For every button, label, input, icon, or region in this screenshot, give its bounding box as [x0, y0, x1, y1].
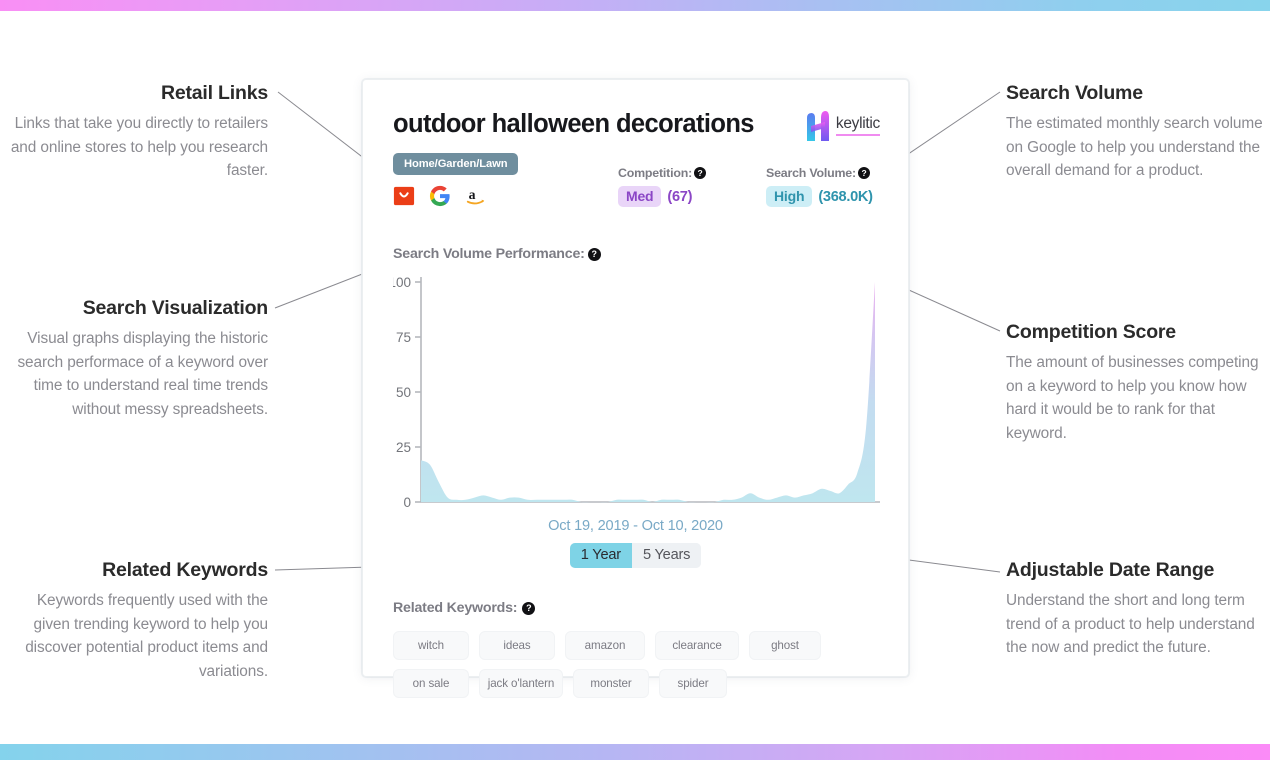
metric-search-volume: Search Volume: ? High (368.0K) — [766, 166, 873, 207]
annotation-search-visualization: Search Visualization Visual graphs displ… — [10, 297, 268, 421]
annotation-title: Competition Score — [1006, 321, 1176, 343]
related-keyword-chip[interactable]: witch — [393, 631, 469, 661]
annotation-body: Links that take you directly to retailer… — [10, 115, 268, 180]
annotation-body: Understand the short and long term trend… — [1006, 592, 1255, 657]
annotation-search-volume: Search Volume The estimated monthly sear… — [1006, 82, 1264, 183]
etsy-icon[interactable] — [393, 185, 415, 207]
chart-area-series — [421, 282, 875, 503]
annotation-title: Search Volume — [1006, 82, 1143, 104]
related-keyword-chip[interactable]: ghost — [749, 631, 821, 661]
annotation-title: Retail Links — [160, 82, 268, 104]
related-keyword-chip[interactable]: spider — [659, 669, 727, 699]
related-keywords-label-text: Related Keywords: — [393, 600, 518, 617]
chart-y-tick-label: 75 — [396, 330, 411, 345]
chart-y-tick-label: 100 — [393, 275, 411, 290]
metric-number: (67) — [667, 188, 693, 205]
help-icon[interactable]: ? — [857, 167, 870, 179]
chart-canvas: 0 25 50 75 100 — [393, 275, 880, 510]
help-icon[interactable]: ? — [587, 247, 601, 261]
google-icon[interactable] — [429, 185, 451, 207]
toggle-option-1-year[interactable]: 1 Year — [569, 543, 632, 569]
metric-value: High (368.0K) — [766, 186, 873, 207]
amazon-icon[interactable]: a — [465, 185, 487, 207]
related-keyword-chip[interactable]: ideas — [479, 631, 555, 661]
chart-y-axis: 0 25 50 75 100 — [393, 275, 421, 510]
annotation-body: The estimated monthly search volume on G… — [1006, 115, 1263, 180]
related-keyword-chip[interactable]: jack o'lantern — [479, 669, 563, 699]
category-badge[interactable]: Home/Garden/Lawn — [393, 153, 519, 176]
toggle-option-5-years[interactable]: 5 Years — [631, 543, 702, 569]
related-keywords-list: witch ideas amazon clearance ghost on sale jac… — [393, 631, 863, 699]
top-gradient-bar — [0, 0, 1270, 11]
chart-section-label: Search Volume Performance: ? — [393, 246, 878, 262]
related-keyword-chip[interactable]: monster — [573, 669, 649, 699]
related-keywords-label: Related Keywords: ? — [393, 600, 878, 616]
annotation-title: Adjustable Date Range — [1006, 559, 1215, 581]
chart-y-tick-label: 25 — [396, 440, 411, 455]
metric-number: (368.0K) — [818, 188, 873, 205]
metric-label: Search Volume: ? — [766, 166, 873, 180]
chart-y-tick-label: 0 — [403, 495, 411, 510]
annotation-title: Related Keywords — [102, 559, 268, 581]
status-badge: Med — [618, 186, 662, 207]
date-range-toggle: 1 Year 5 Years — [569, 543, 702, 569]
chart-section-label-text: Search Volume Performance: — [393, 246, 585, 263]
help-icon[interactable]: ? — [522, 601, 536, 615]
page-title: outdoor halloween decorations — [393, 110, 754, 138]
annotation-body: The amount of businesses competing on a … — [1006, 354, 1259, 442]
keylitic-logo-mark — [806, 111, 829, 141]
annotation-related-keywords: Related Keywords Keywords frequently use… — [10, 559, 268, 683]
metrics-row: Competition: ? Med (67) Search Volume: ?… — [618, 166, 873, 207]
metric-label: Competition: ? — [618, 166, 706, 180]
annotation-body: Keywords frequently used with the given … — [25, 592, 268, 680]
retail-links-row: a — [393, 185, 878, 207]
status-badge: High — [766, 186, 813, 207]
metric-label-text: Search Volume: — [766, 166, 856, 180]
help-icon[interactable]: ? — [694, 167, 706, 179]
annotation-retail-links: Retail Links Links that take you directl… — [10, 82, 268, 183]
brand-logo[interactable]: keylitic — [805, 110, 880, 142]
related-keyword-chip[interactable]: amazon — [565, 631, 645, 661]
annotation-competition-score: Competition Score The amount of business… — [1006, 321, 1264, 445]
chart-y-tick-label: 50 — [396, 385, 411, 400]
bottom-gradient-bar — [0, 744, 1270, 760]
metric-label-text: Competition: — [618, 166, 692, 180]
annotation-title: Search Visualization — [82, 297, 268, 319]
related-keyword-chip[interactable]: clearance — [655, 631, 739, 661]
metric-competition: Competition: ? Med (67) — [618, 166, 706, 207]
annotation-adjustable-date-range: Adjustable Date Range Understand the sho… — [1006, 559, 1264, 660]
related-keyword-chip[interactable]: on sale — [393, 669, 469, 699]
svg-text:a: a — [469, 187, 476, 202]
brand-name: keylitic — [835, 116, 880, 136]
search-volume-chart[interactable]: 0 25 50 75 100 — [393, 272, 880, 512]
keyword-detail-card: outdoor halloween decorations — [362, 79, 909, 699]
metric-value: Med (67) — [618, 186, 706, 207]
annotation-body: Visual graphs displaying the historic se… — [17, 330, 268, 418]
chart-date-range: Oct 19, 2019 - Oct 10, 2020 — [548, 518, 723, 535]
